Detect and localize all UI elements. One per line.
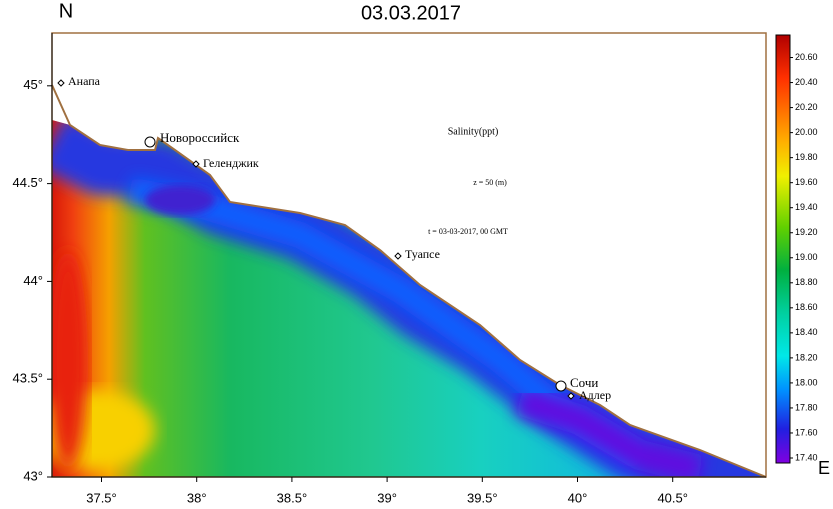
colorbar-tick-label: 19.80 (795, 152, 818, 162)
x-tick-label: 38.5° (277, 490, 308, 505)
colorbar-tick-label: 19.40 (795, 202, 818, 212)
place-label: Новороссийск (160, 130, 240, 145)
colorbar-tick-label: 18.00 (795, 377, 818, 387)
place-marker (394, 252, 402, 260)
colorbar-tick-label: 20.20 (795, 102, 818, 112)
colorbar-tick-label: 19.60 (795, 177, 818, 187)
place-label: Туапсе (405, 247, 440, 261)
salinity-field (52, 120, 766, 477)
colorbar-tick-label: 17.60 (795, 427, 818, 437)
x-tick-label: 39° (377, 490, 397, 505)
y-tick-label: 45° (23, 77, 43, 92)
east-label: E (818, 458, 830, 478)
colorbar-tick-label: 19.00 (795, 252, 818, 262)
colorbar-tick-label: 17.80 (795, 402, 818, 412)
place-label: Сочи (570, 375, 598, 390)
y-tick-label: 43.5° (12, 371, 43, 386)
y-tick-label: 44° (23, 273, 43, 288)
annotation: z = 50 (m) (473, 178, 507, 187)
colorbar-tick-label: 18.60 (795, 302, 818, 312)
colorbar-tick-label: 18.80 (795, 277, 818, 287)
colorbar-tick-label: 20.00 (795, 127, 818, 137)
colorbar-tick-label: 18.20 (795, 352, 818, 362)
place-label: Анапа (68, 74, 101, 88)
place-markers (57, 79, 575, 400)
north-label: N (59, 0, 73, 22)
colorbar-tick-label: 19.20 (795, 227, 818, 237)
colorbar-tick-label: 20.60 (795, 52, 818, 62)
x-tick-label: 38° (187, 490, 207, 505)
place-marker (192, 160, 200, 168)
coastline (51, 84, 767, 478)
colorbar-tick-label: 17.40 (795, 452, 818, 462)
place-marker (144, 136, 156, 148)
x-tick-label: 40° (568, 490, 588, 505)
place-label: Геленджик (203, 156, 259, 170)
y-tick-label: 43° (23, 468, 43, 483)
y-tick-label: 44.5° (12, 175, 43, 190)
place-marker (555, 380, 567, 392)
x-tick-label: 37.5° (86, 490, 117, 505)
colorbar-tick-label: 18.40 (795, 327, 818, 337)
place-label: Адлер (579, 388, 611, 402)
x-tick-label: 40.5° (657, 490, 688, 505)
annotation: t = 03-03-2017, 00 GMT (428, 227, 508, 236)
colorbar (775, 34, 791, 464)
chart-title: 03.03.2017 (361, 2, 461, 24)
place-marker (567, 392, 575, 400)
annotation: Salinity(ppt) (448, 126, 499, 137)
x-tick-label: 39.5° (467, 490, 498, 505)
place-marker (57, 79, 65, 87)
colorbar-tick-label: 20.40 (795, 77, 818, 87)
